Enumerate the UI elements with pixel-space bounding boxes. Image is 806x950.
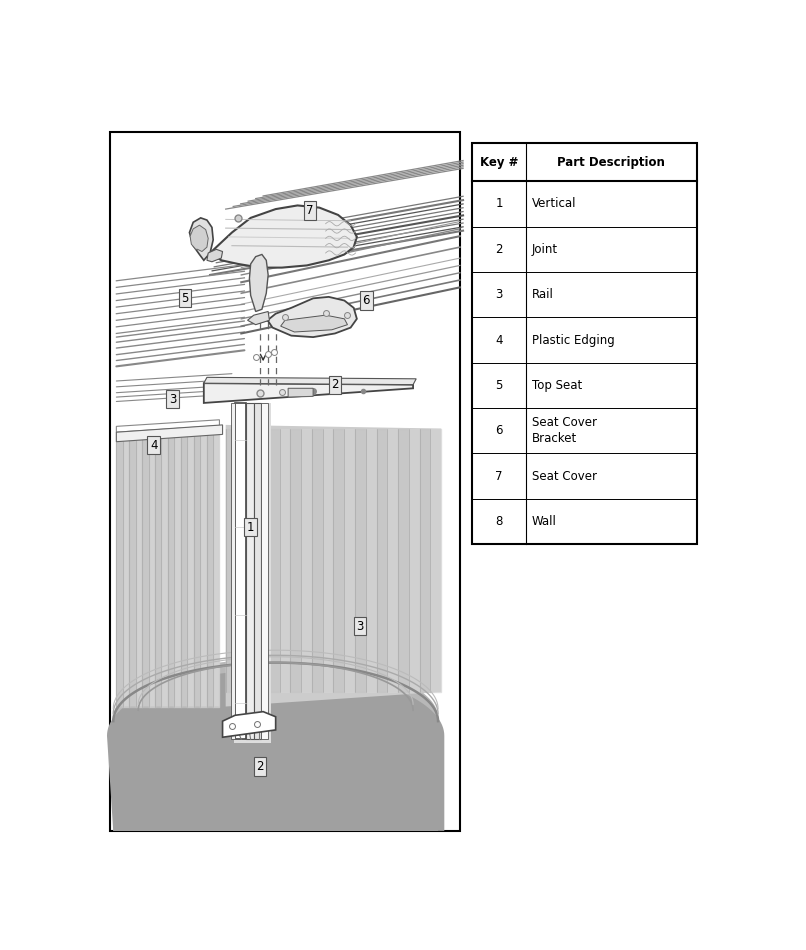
Text: Key #: Key # bbox=[480, 156, 518, 169]
Text: Seat Cover
Bracket: Seat Cover Bracket bbox=[532, 416, 596, 446]
Text: 3: 3 bbox=[356, 619, 364, 633]
Polygon shape bbox=[261, 403, 268, 739]
Polygon shape bbox=[189, 218, 213, 260]
Polygon shape bbox=[207, 249, 222, 262]
Polygon shape bbox=[116, 425, 222, 442]
Text: 2: 2 bbox=[495, 243, 503, 256]
Polygon shape bbox=[289, 389, 313, 397]
Polygon shape bbox=[226, 425, 441, 707]
Text: 6: 6 bbox=[363, 294, 370, 307]
Text: 3: 3 bbox=[169, 392, 177, 406]
Polygon shape bbox=[113, 659, 438, 831]
Polygon shape bbox=[107, 670, 444, 831]
Polygon shape bbox=[190, 225, 208, 252]
Text: 7: 7 bbox=[306, 204, 314, 217]
Text: Top Seat: Top Seat bbox=[532, 379, 582, 392]
Polygon shape bbox=[116, 425, 219, 707]
Polygon shape bbox=[254, 403, 261, 739]
Polygon shape bbox=[210, 205, 357, 268]
Polygon shape bbox=[204, 377, 416, 385]
Text: Rail: Rail bbox=[532, 288, 554, 301]
Polygon shape bbox=[247, 312, 269, 325]
Text: Plastic Edging: Plastic Edging bbox=[532, 333, 614, 347]
Text: 5: 5 bbox=[181, 292, 189, 305]
Polygon shape bbox=[204, 383, 413, 403]
Text: Joint: Joint bbox=[532, 243, 558, 256]
Polygon shape bbox=[280, 315, 347, 332]
Polygon shape bbox=[247, 403, 254, 739]
Bar bbox=[472, 143, 697, 544]
Polygon shape bbox=[116, 420, 219, 432]
Polygon shape bbox=[222, 712, 276, 737]
Bar bbox=[110, 132, 460, 831]
Text: 8: 8 bbox=[495, 515, 503, 528]
Text: 3: 3 bbox=[495, 288, 503, 301]
Polygon shape bbox=[231, 403, 235, 739]
Text: Wall: Wall bbox=[532, 515, 557, 528]
Text: 1: 1 bbox=[495, 198, 503, 211]
Polygon shape bbox=[235, 403, 247, 739]
Text: 4: 4 bbox=[150, 439, 158, 452]
Text: 1: 1 bbox=[247, 521, 255, 534]
Text: Vertical: Vertical bbox=[532, 198, 576, 211]
Text: 4: 4 bbox=[495, 333, 503, 347]
Polygon shape bbox=[234, 403, 272, 743]
Text: 6: 6 bbox=[495, 425, 503, 437]
Polygon shape bbox=[249, 255, 268, 312]
Polygon shape bbox=[268, 296, 357, 337]
Text: 2: 2 bbox=[256, 760, 264, 773]
Text: 5: 5 bbox=[495, 379, 503, 392]
Text: 2: 2 bbox=[331, 378, 339, 391]
Text: Part Description: Part Description bbox=[558, 156, 665, 169]
Text: 7: 7 bbox=[495, 469, 503, 483]
Text: Seat Cover: Seat Cover bbox=[532, 469, 596, 483]
